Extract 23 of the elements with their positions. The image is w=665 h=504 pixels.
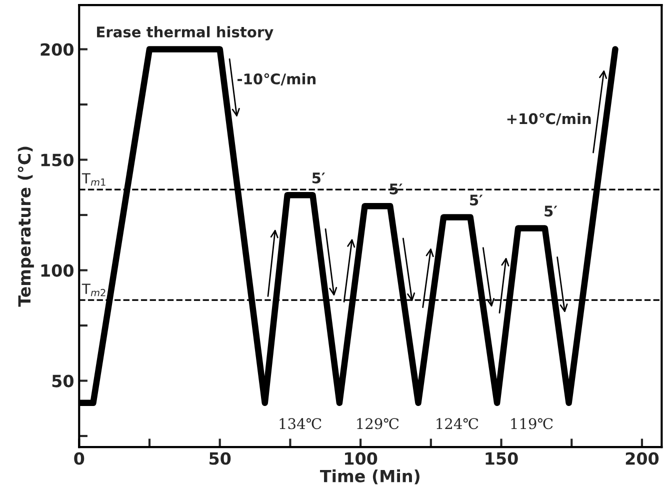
annotation: 119℃ <box>511 418 553 430</box>
y-axis-title: Temperature (°C) <box>18 146 34 307</box>
annotation: +10℃/min <box>507 112 591 126</box>
annotation: -10℃/min <box>238 73 316 86</box>
x-axis-title: Time (Min) <box>320 469 420 484</box>
x-tick-label: 50 <box>210 452 231 465</box>
ref-line-label: T$_{m2}$ <box>82 284 106 296</box>
annotation: 5′ <box>312 172 325 184</box>
x-tick-label: 150 <box>486 452 518 465</box>
annotation: 124℃ <box>436 418 478 430</box>
x-tick-label: 100 <box>345 452 378 465</box>
y-tick-label: 100 <box>41 264 74 277</box>
x-tick-label: 0 <box>74 452 84 465</box>
annotation: Erase thermal history <box>97 26 274 40</box>
x-tick-label: 200 <box>626 452 659 465</box>
y-tick-label: 150 <box>41 154 74 166</box>
y-tick-label: 50 <box>52 374 74 388</box>
annotation: 5′ <box>544 206 558 217</box>
annotation: 129℃ <box>357 418 399 430</box>
annotation: 134℃ <box>280 418 322 430</box>
annotation: 5′ <box>470 194 483 206</box>
ref-line-label: T$_{m1}$ <box>82 173 106 186</box>
y-tick-label: 200 <box>40 43 74 56</box>
